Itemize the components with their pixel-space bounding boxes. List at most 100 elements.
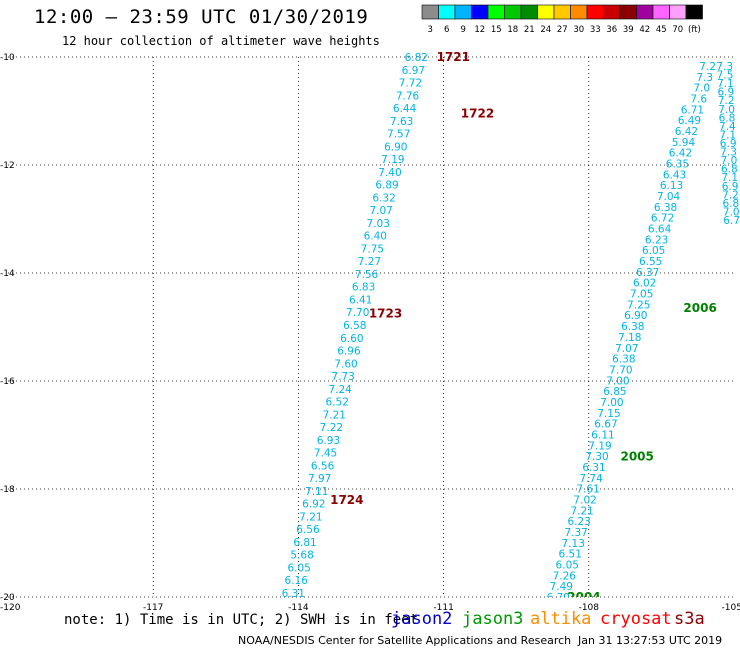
legend-label: 6 <box>444 25 449 35</box>
wave-height-value: 7.73 <box>331 371 354 383</box>
legend-label: 30 <box>573 25 584 35</box>
wave-height-value: 7.70 <box>346 307 369 319</box>
track-b: 6.797.497.266.056.517.137.376.237.217.02… <box>547 61 717 604</box>
wave-height-value: 7.74 <box>579 473 603 485</box>
wave-height-value: 7.07 <box>615 343 638 355</box>
wave-height-value: 6.90 <box>624 310 647 322</box>
wave-height-value: 7.25 <box>627 299 650 311</box>
wave-height-value: 6.89 <box>375 180 398 192</box>
wave-height-value: 6.97 <box>402 65 425 77</box>
wave-height-value: 7.05 <box>630 289 653 301</box>
wave-height-value: 6.82 <box>405 52 428 64</box>
legend-label: 39 <box>623 25 634 35</box>
wave-height-value: 7.21 <box>299 511 322 523</box>
wave-height-value: 6.72 <box>651 213 674 225</box>
wave-height-value: 6.56 <box>311 460 335 472</box>
wave-height-value: 6.05 <box>287 562 310 574</box>
wave-height-value: 6.9 <box>717 87 734 99</box>
wave-height-value: 6.92 <box>302 499 325 511</box>
pass-number-label: 1724 <box>330 493 363 507</box>
legend-label: 3 <box>428 25 433 35</box>
wave-height-value: 7.30 <box>585 451 608 463</box>
wave-height-value: 7.18 <box>618 332 641 344</box>
wave-height-value: 6.31 <box>282 588 305 600</box>
wave-height-value: 7.2 <box>699 61 716 73</box>
wave-height-value: 6.81 <box>293 537 316 549</box>
wave-height-value: 6.11 <box>591 429 614 441</box>
wave-height-value: 7.4 <box>719 121 736 133</box>
wave-height-value: 5.94 <box>672 137 696 149</box>
pass-number-label: 2006 <box>683 301 716 315</box>
wave-height-value: 6.23 <box>567 516 590 528</box>
wave-height-value: 7.0 <box>718 104 735 116</box>
wave-height-value: 6.9 <box>720 138 737 150</box>
satellite-altika: altika <box>530 609 592 629</box>
map-grid <box>8 56 734 598</box>
wave-height-value: 6.38 <box>612 354 635 366</box>
wave-height-value: 6.79 <box>547 592 570 604</box>
wave-height-value: 7.03 <box>367 218 390 230</box>
lat-tick-label: -10 <box>0 53 15 63</box>
axis-ticks: -120 -117 -114 -111 -108 -105 -10 -12 -14 -16 -18 -… <box>0 53 740 610</box>
wave-height-value: 7.45 <box>314 448 337 460</box>
lon-tick-label: -120 <box>0 603 21 610</box>
wave-height-value: 6.42 <box>669 148 692 160</box>
wave-height-value: 7.02 <box>573 494 596 506</box>
pass-number-label: 2005 <box>620 450 653 464</box>
wave-height-value: 7.0 <box>693 83 710 95</box>
lat-tick-label: -16 <box>0 377 15 387</box>
wave-height-value: 6.44 <box>393 103 417 115</box>
wave-height-value: 7.11 <box>305 486 328 498</box>
wave-height-value: 6.8 <box>719 112 736 124</box>
wave-height-value: 6.41 <box>349 294 372 306</box>
wave-height-value: 7.60 <box>334 358 357 370</box>
wave-height-value: 6.93 <box>317 435 340 447</box>
wave-height-value: 7.6 <box>690 94 707 106</box>
legend-label: 18 <box>507 25 518 35</box>
pass-number-label: 2004 <box>567 590 600 604</box>
wave-height-value: 6.55 <box>639 256 662 268</box>
satellite-jason3: jason3 <box>462 609 524 629</box>
units-note: note: 1) Time is in UTC; 2) SWH is in fe… <box>64 612 419 628</box>
wave-height-value: 7.63 <box>390 116 413 128</box>
lon-tick-label: -114 <box>288 603 309 610</box>
wave-height-value: 6.71 <box>681 104 704 116</box>
wave-height-value: 7.27 <box>358 256 381 268</box>
wave-height-value: 6.96 <box>337 346 361 358</box>
agency-credit: NOAA/NESDIS Center for Satellite Applica… <box>238 634 572 647</box>
wave-height-value: 7.24 <box>328 384 352 396</box>
pass-number-label: 1721 <box>437 50 470 64</box>
wave-height-value: 6.56 <box>296 524 320 536</box>
wave-height-value: 6.8 <box>723 198 740 210</box>
wave-height-value: 6.60 <box>340 333 363 345</box>
wave-height-map: -120 -117 -114 -111 -108 -105 -10 -12 -14 -16 -18 -… <box>0 50 740 610</box>
wave-height-value: 7.70 <box>609 364 632 376</box>
lat-tick-label: -18 <box>0 485 15 495</box>
legend-label: 36 <box>606 25 617 35</box>
wave-height-value: 6.23 <box>645 234 668 246</box>
wave-height-value: 6.64 <box>648 224 672 236</box>
pass-number-label: 1722 <box>461 107 494 121</box>
wave-height-value: 6.42 <box>675 126 698 138</box>
wave-height-value: 7.0 <box>721 155 738 167</box>
wave-height-value: 7.1 <box>721 172 738 184</box>
wave-height-value: 6.38 <box>621 321 644 333</box>
wave-height-value: 7.07 <box>369 205 392 217</box>
wave-height-value: 7.57 <box>387 129 410 141</box>
wave-height-value: 7.22 <box>320 422 343 434</box>
wave-height-value: 7.40 <box>378 167 401 179</box>
legend-unit: (ft) <box>688 25 701 35</box>
lon-tick-label: -108 <box>579 603 600 610</box>
satellite-s3a: s3a <box>674 609 705 629</box>
wave-height-value: 7.97 <box>308 473 331 485</box>
wave-height-value: 7.3 <box>716 61 733 73</box>
wave-height-value: 7.72 <box>399 78 422 90</box>
satellite-jason2: jason2 <box>391 609 453 629</box>
wave-height-value: 6.90 <box>384 141 407 153</box>
wave-height-value: 7.56 <box>355 269 379 281</box>
wave-height-value: 6.51 <box>559 549 582 561</box>
wave-height-value: 7.1 <box>719 129 736 141</box>
wave-height-value: 7.19 <box>381 154 404 166</box>
legend-label: 24 <box>540 25 551 35</box>
wave-height-value: 7.3 <box>720 147 737 159</box>
